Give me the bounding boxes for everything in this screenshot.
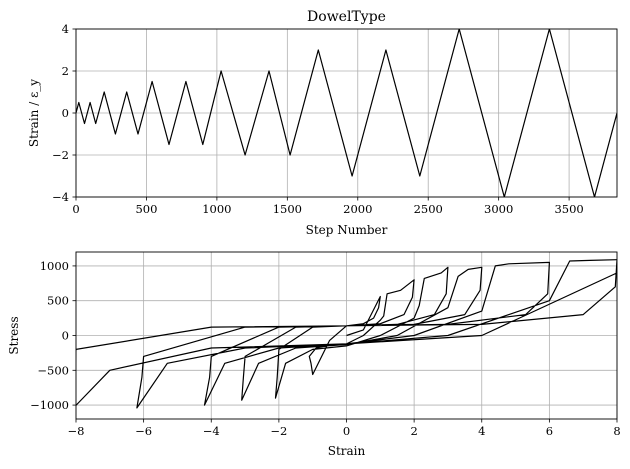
x-tick-label: 0 [343,424,350,438]
y-tick-label: 0 [62,106,69,120]
x-tick-label: 0 [72,202,79,216]
x-tick-label: 1500 [273,202,302,216]
x-axis-label: Strain [328,444,366,458]
x-tick-label: 1000 [202,202,231,216]
strain-history-axes: 0 500 1000 1500 2000 2500 3000 3500 −4 −2 0 2 4 Dowe… [27,9,618,237]
x-tick-label: 4 [478,424,485,438]
x-tick-label: 3500 [554,202,583,216]
y-tick-label: 4 [62,22,69,36]
y-tick-label: −500 [37,363,69,377]
x-tick-label: 2500 [414,202,443,216]
y-tick-label: −2 [52,148,69,162]
x-tick-label: −4 [203,424,220,438]
y-tick-label: −4 [52,190,69,204]
x-tick-label: 2 [410,424,417,438]
y-tick-label: −1000 [30,398,69,412]
x-tick-label: −8 [68,424,85,438]
chart-title: DowelType [307,9,386,25]
y-axis-label: Strain / ε_y [27,79,41,147]
x-tick-label: −2 [270,424,287,438]
y-tick-label: 0 [62,329,69,343]
x-tick-label: 3000 [484,202,513,216]
x-tick-label: 2000 [343,202,372,216]
x-axis-label: Step Number [306,223,388,237]
y-tick-label: 1000 [40,259,69,273]
y-axis-label: Stress [7,316,21,354]
x-tick-label: 500 [135,202,157,216]
x-tick-label: −6 [135,424,152,438]
x-tick-label: 8 [613,424,620,438]
y-tick-label: 500 [47,294,69,308]
stress-strain-axes: −8 −6 −4 −2 0 2 4 6 8 −1000 −500 0 500 1000 Strain St… [7,251,621,458]
strain-history-line [76,29,617,197]
y-tick-label: 2 [62,64,69,78]
x-tick-label: 6 [546,424,553,438]
hysteresis-curve [76,259,617,409]
